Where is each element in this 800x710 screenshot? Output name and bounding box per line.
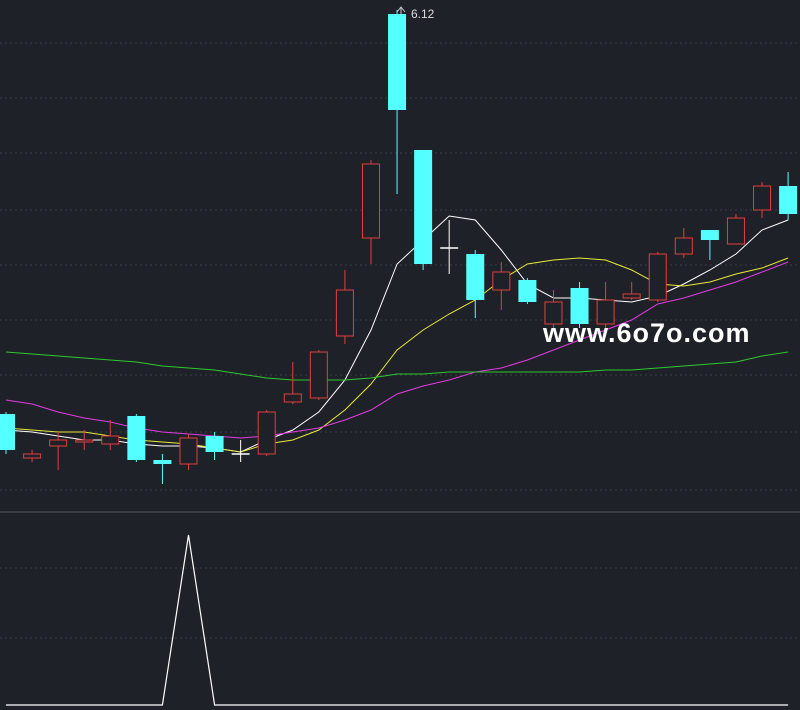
candle-body	[753, 185, 772, 211]
candle-body	[153, 460, 172, 464]
candle-body	[361, 163, 380, 239]
candle-body	[518, 280, 537, 302]
candle-body	[283, 393, 302, 403]
candle-body	[388, 14, 407, 110]
candle-body	[75, 439, 94, 443]
candle-body	[309, 351, 328, 399]
candle-body	[466, 254, 485, 300]
indicator-panel	[6, 534, 789, 706]
candle-body	[726, 217, 745, 245]
candle-body	[127, 416, 146, 460]
indicator-line	[6, 534, 789, 706]
candle-body	[622, 293, 641, 299]
candle-body	[23, 453, 42, 459]
candle-body	[414, 150, 433, 264]
candle-body	[335, 289, 354, 337]
candle-body	[674, 237, 693, 255]
candle-body	[101, 435, 120, 445]
candle-body	[779, 186, 798, 214]
candle-body	[257, 411, 276, 455]
high-label: 6.12	[411, 7, 435, 21]
candle-body	[570, 288, 589, 324]
high-marker	[396, 6, 406, 15]
candle-body	[179, 437, 198, 465]
candle-body	[0, 414, 15, 450]
watermark: www.6o7o.com	[542, 318, 751, 348]
moving-average-line	[5, 351, 789, 381]
candle-body	[492, 271, 511, 291]
candle-body	[648, 253, 667, 301]
candle-body	[205, 436, 224, 452]
candle-body	[49, 439, 68, 447]
candle-body	[544, 301, 563, 325]
candle-body	[596, 299, 615, 325]
candle-body	[700, 230, 719, 240]
price-panel	[0, 10, 798, 484]
